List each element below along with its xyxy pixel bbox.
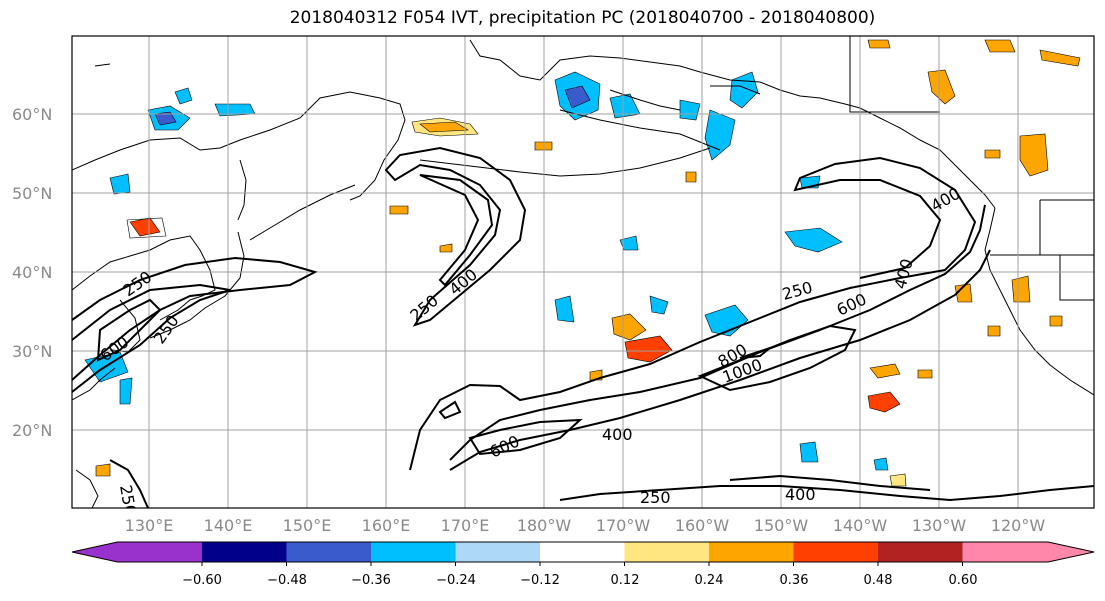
colorbar-outline: [71, 541, 1095, 563]
lon-label: 120°W: [991, 516, 1046, 535]
colorbar-segment: [878, 542, 963, 562]
lon-label: 160°E: [362, 516, 411, 535]
colorbar-segment: [624, 542, 710, 562]
colorbar-labels: −0.60 −0.48 −0.36 −0.24 −0.12 0.12 0.24 …: [182, 573, 977, 588]
colorbar-segment: [962, 542, 1094, 562]
ivt-label: 250: [116, 483, 140, 516]
ivt-label: 400: [602, 425, 633, 444]
lon-label: 170°E: [441, 516, 490, 535]
colorbar-segment: [709, 542, 794, 562]
lon-label: 160°W: [675, 516, 730, 535]
colorbar-tick-label: −0.24: [436, 573, 476, 588]
lat-label: 50°N: [12, 184, 52, 203]
lat-label: 30°N: [12, 342, 52, 361]
colorbar-tick-label: 0.48: [864, 573, 893, 588]
lon-label: 130°E: [125, 516, 174, 535]
colorbar-tick-label: −0.60: [182, 573, 222, 588]
lat-label: 40°N: [12, 263, 52, 282]
map-area: 250 600 250 250 250 400 600 400 250 400 …: [72, 36, 1094, 516]
lon-label: 150°W: [754, 516, 809, 535]
lon-label: 130°W: [912, 516, 967, 535]
colorbar-segment: [371, 542, 456, 562]
colorbar-segment: [455, 542, 541, 562]
colorbar-tick-label: 0.60: [949, 573, 978, 588]
colorbar-tick-label: −0.12: [520, 573, 560, 588]
lat-label: 20°N: [12, 421, 52, 440]
longitude-labels: 130°E 140°E 150°E 160°E 170°E 180°W 170°…: [125, 516, 1046, 535]
colorbar-tick-label: 0.24: [695, 573, 724, 588]
colorbar-tick-label: 0.12: [611, 573, 640, 588]
lon-label: 170°W: [596, 516, 651, 535]
ivt-label: 400: [785, 485, 816, 504]
colorbar-tick-label: 0.36: [780, 573, 809, 588]
latitude-labels: 20°N 30°N 40°N 50°N 60°N: [12, 105, 52, 440]
colorbar-segment: [202, 542, 287, 562]
figure-title: 2018040312 F054 IVT, precipitation PC (2…: [289, 8, 876, 28]
lon-label: 140°E: [204, 516, 253, 535]
map-frame: [71, 35, 1095, 509]
colorbar-segment: [540, 542, 625, 562]
colorbar-tick-label: −0.48: [267, 573, 307, 588]
lat-label: 60°N: [12, 105, 52, 124]
colorbar-tick-label: −0.36: [351, 573, 391, 588]
lon-label: 150°E: [283, 516, 332, 535]
lon-label: 140°W: [833, 516, 888, 535]
graticule: [72, 36, 1094, 508]
ivt-contours: [72, 146, 1094, 508]
colorbar: [71, 541, 1095, 566]
ivt-label: 250: [640, 488, 671, 507]
lon-label: 180°W: [517, 516, 572, 535]
colorbar-segment: [72, 542, 202, 562]
colorbar-segment: [793, 542, 879, 562]
colorbar-segment: [286, 542, 372, 562]
